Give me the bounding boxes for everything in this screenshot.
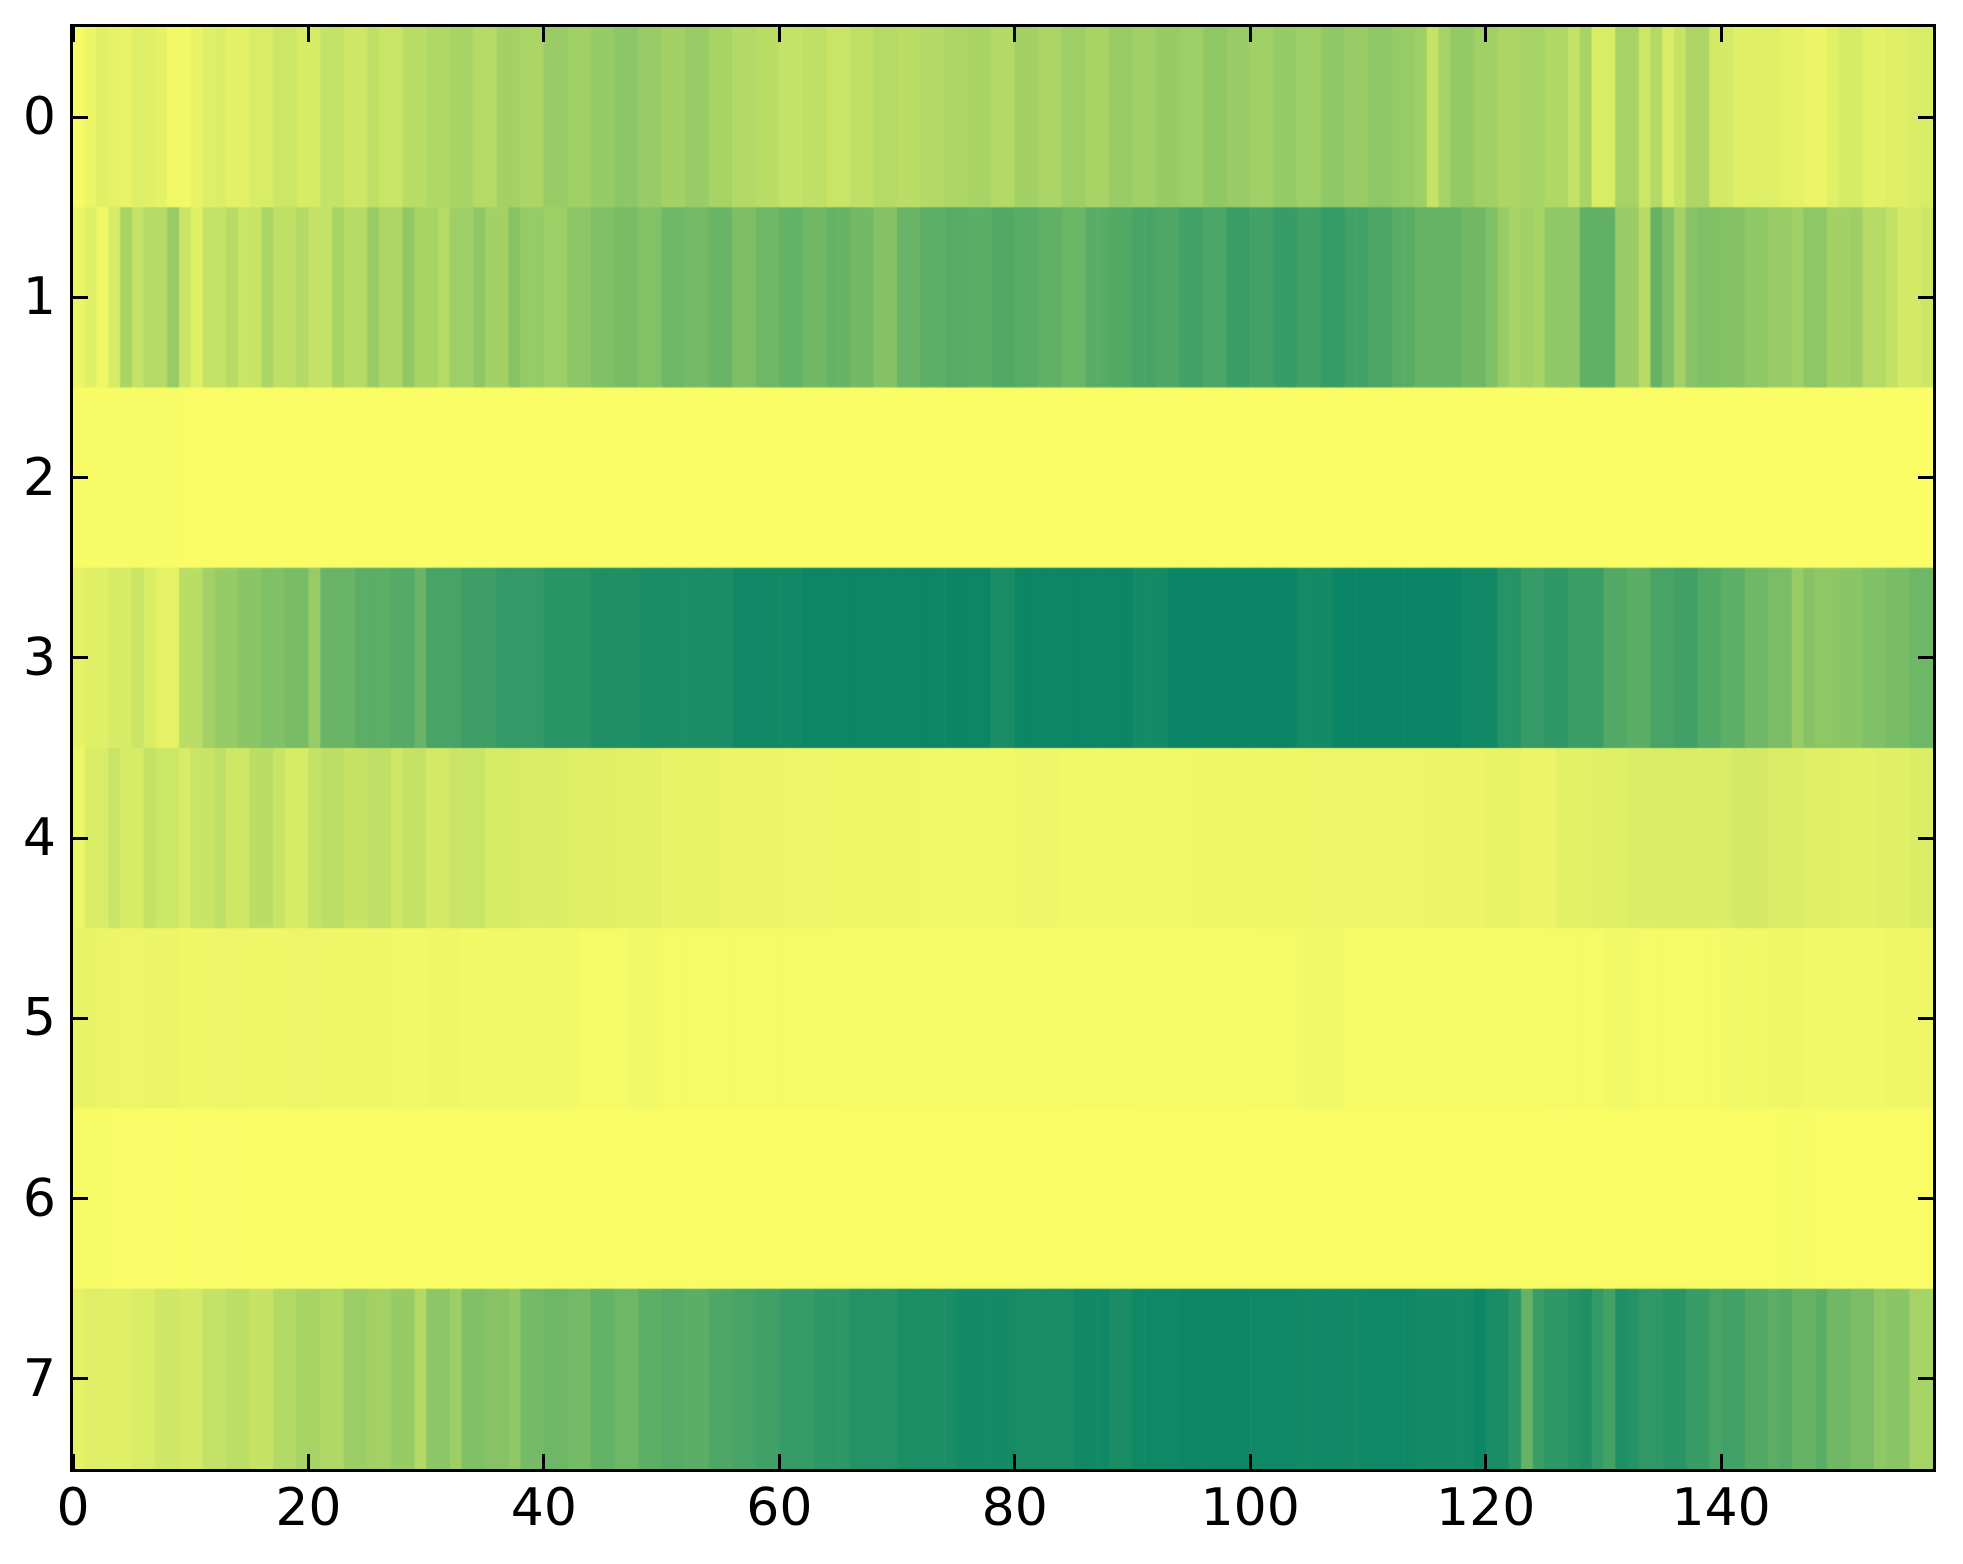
- y-tick-mark: [73, 836, 88, 840]
- y-tick-mark: [1918, 295, 1933, 299]
- heatmap-canvas: [73, 27, 1933, 1469]
- x-tick-label: 120: [1436, 1478, 1536, 1538]
- x-tick-label: 80: [981, 1478, 1048, 1538]
- y-tick-mark: [1918, 836, 1933, 840]
- x-tick-label: 40: [510, 1478, 577, 1538]
- y-tick-mark: [73, 115, 88, 119]
- x-tick-mark: [1719, 1454, 1723, 1469]
- y-tick-mark: [73, 1197, 88, 1201]
- x-tick-mark: [306, 27, 310, 42]
- x-tick-mark: [1248, 27, 1252, 42]
- x-tick-label: 140: [1671, 1478, 1771, 1538]
- y-tick-mark: [73, 656, 88, 660]
- x-tick-mark: [542, 27, 546, 42]
- x-tick-mark: [1719, 27, 1723, 42]
- x-tick-label: 60: [746, 1478, 813, 1538]
- y-tick-mark: [1918, 1377, 1933, 1381]
- x-tick-mark: [71, 1454, 75, 1469]
- x-tick-label: 100: [1200, 1478, 1300, 1538]
- y-tick-mark: [1918, 1016, 1933, 1020]
- x-tick-label: 0: [56, 1478, 90, 1538]
- x-tick-mark: [777, 27, 781, 42]
- y-tick-mark: [1918, 656, 1933, 660]
- x-tick-mark: [542, 1454, 546, 1469]
- y-tick-label: 4: [22, 808, 56, 869]
- y-tick-label: 5: [22, 988, 56, 1049]
- y-tick-mark: [1918, 115, 1933, 119]
- heatmap-plot: [70, 24, 1936, 1472]
- y-tick-label: 7: [22, 1348, 56, 1409]
- x-tick-mark: [1013, 1454, 1017, 1469]
- y-tick-label: 0: [22, 87, 56, 148]
- x-tick-mark: [1248, 1454, 1252, 1469]
- x-tick-mark: [1013, 27, 1017, 42]
- y-tick-label: 6: [22, 1168, 56, 1229]
- x-tick-mark: [306, 1454, 310, 1469]
- y-tick-mark: [73, 295, 88, 299]
- y-tick-label: 3: [22, 627, 56, 688]
- x-tick-mark: [1484, 27, 1488, 42]
- y-tick-mark: [73, 1016, 88, 1020]
- y-tick-label: 2: [22, 447, 56, 508]
- y-tick-mark: [1918, 476, 1933, 480]
- y-tick-mark: [73, 476, 88, 480]
- x-tick-mark: [1484, 1454, 1488, 1469]
- y-tick-mark: [1918, 1197, 1933, 1201]
- y-tick-label: 1: [22, 267, 56, 328]
- x-tick-mark: [71, 27, 75, 42]
- x-tick-label: 20: [275, 1478, 342, 1538]
- x-tick-mark: [777, 1454, 781, 1469]
- y-tick-mark: [73, 1377, 88, 1381]
